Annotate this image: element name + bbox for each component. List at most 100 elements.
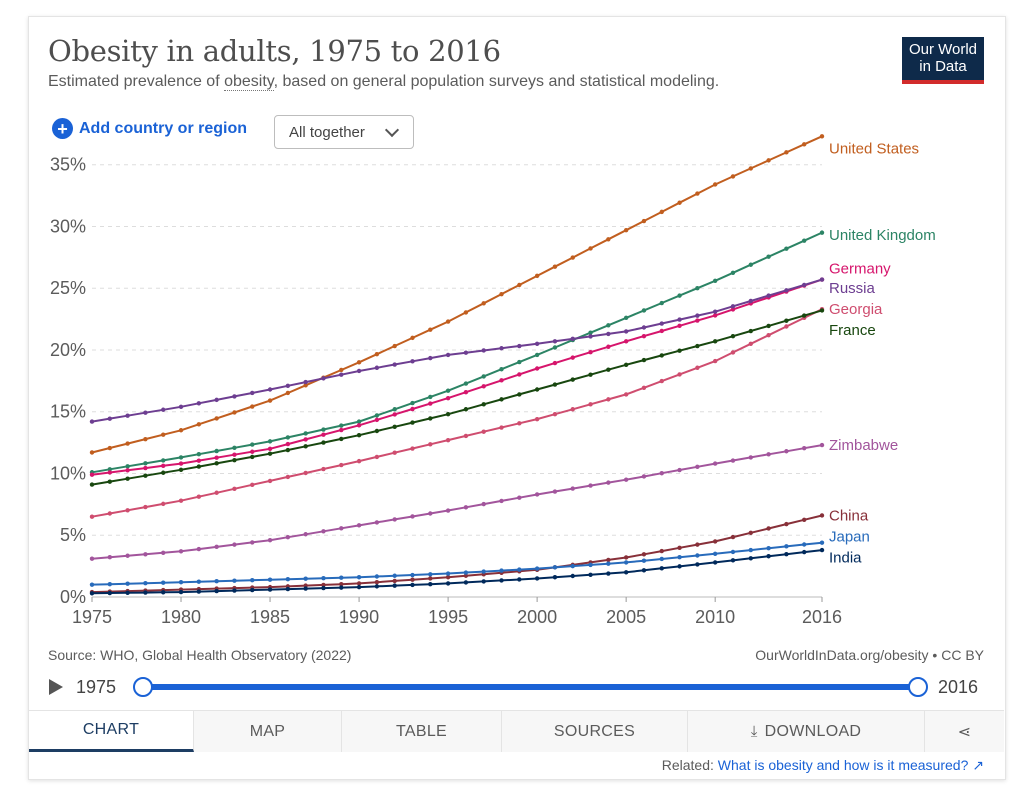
data-point-japan: [250, 578, 255, 583]
y-tick-label: 25%: [50, 278, 86, 298]
data-point-united-kingdom: [784, 246, 789, 251]
data-point-united-states: [801, 142, 807, 147]
data-point-zimbabwe: [214, 544, 219, 550]
series-line-zimbabwe: [91, 444, 823, 560]
data-point-united-states: [552, 264, 558, 269]
series-line-france: [91, 309, 823, 486]
data-point-germany: [588, 349, 593, 355]
data-point-china: [659, 548, 664, 554]
play-icon[interactable]: [49, 679, 63, 695]
data-point-france: [303, 444, 308, 449]
data-point-japan: [161, 580, 166, 585]
chart-frame: [28, 16, 1006, 780]
data-point-india: [641, 568, 647, 573]
data-point-georgia: [232, 486, 237, 492]
data-point-japan: [107, 581, 113, 587]
data-point-georgia: [659, 378, 664, 384]
share-button[interactable]: ⋖: [925, 711, 1004, 752]
data-point-france: [552, 382, 558, 387]
tab-download[interactable]: ⤓ DOWNLOAD: [688, 711, 925, 752]
tab-chart[interactable]: CHART: [29, 711, 194, 752]
data-point-russia: [534, 341, 540, 346]
timeline-start-handle[interactable]: [133, 677, 153, 697]
data-point-japan: [232, 578, 237, 583]
data-point-zimbabwe: [784, 449, 789, 454]
owid-logo[interactable]: Our World in Data: [902, 37, 984, 84]
data-point-japan: [730, 549, 736, 555]
data-point-japan: [428, 572, 433, 577]
data-point-france: [570, 377, 575, 382]
data-point-united-states: [677, 200, 682, 205]
data-point-georgia: [481, 429, 486, 434]
data-point-japan: [374, 574, 380, 579]
data-point-united-states: [143, 436, 148, 442]
data-point-united-kingdom: [606, 323, 611, 328]
data-point-japan: [143, 580, 148, 586]
data-point-china: [784, 521, 789, 527]
data-point-united-kingdom: [552, 345, 558, 350]
data-point-russia: [285, 383, 291, 388]
facet-select[interactable]: All together: [274, 115, 414, 149]
data-point-russia: [819, 277, 825, 282]
data-point-russia: [606, 331, 611, 337]
data-point-russia: [125, 413, 130, 418]
data-point-germany: [196, 458, 202, 463]
data-point-france: [107, 479, 113, 484]
data-point-zimbabwe: [107, 555, 113, 560]
tab-table[interactable]: TABLE: [342, 711, 502, 752]
data-point-france: [374, 428, 380, 434]
data-point-japan: [712, 551, 718, 556]
data-point-japan: [125, 581, 130, 586]
data-point-united-kingdom: [534, 352, 540, 358]
data-point-united-states: [463, 310, 469, 315]
data-point-georgia: [125, 508, 130, 513]
data-point-germany: [534, 366, 540, 371]
data-point-germany: [481, 384, 486, 389]
data-point-china: [339, 581, 344, 587]
data-point-japan: [801, 542, 807, 547]
data-point-france: [766, 323, 771, 329]
data-point-russia: [712, 309, 718, 314]
data-point-zimbabwe: [125, 553, 130, 558]
page-title: Obesity in adults, 1975 to 2016: [48, 34, 501, 68]
x-axis: 1975 1980 1985 1990 1995 2000 2005 2010 2016: [72, 597, 842, 627]
data-point-india: [784, 551, 789, 557]
data-point-zimbabwe: [303, 532, 308, 537]
data-point-germany: [321, 432, 326, 437]
data-point-india: [410, 582, 415, 588]
data-point-germany: [161, 463, 166, 469]
data-point-zimbabwe: [89, 556, 95, 561]
data-point-japan: [534, 566, 540, 571]
related-link[interactable]: What is obesity and how is it measured?: [717, 757, 969, 773]
tab-sources[interactable]: SOURCES: [502, 711, 688, 752]
data-point-zimbabwe: [463, 505, 469, 510]
data-point-india: [570, 573, 575, 579]
tab-map[interactable]: MAP: [194, 711, 342, 752]
data-point-united-states: [214, 416, 219, 421]
data-point-russia: [267, 387, 273, 392]
data-point-france: [125, 476, 130, 481]
data-point-georgia: [250, 482, 255, 488]
data-point-germany: [623, 339, 629, 344]
data-point-china: [819, 513, 825, 518]
data-point-united-kingdom: [659, 300, 664, 306]
data-point-united-states: [303, 383, 308, 388]
data-point-united-states: [339, 367, 344, 373]
data-point-georgia: [641, 385, 647, 390]
data-point-zimbabwe: [801, 445, 807, 451]
data-point-germany: [89, 472, 95, 477]
data-point-united-kingdom: [623, 315, 629, 321]
data-point-france: [356, 432, 362, 438]
data-point-zimbabwe: [623, 477, 629, 482]
timeline-track[interactable]: [142, 684, 918, 690]
data-point-india: [819, 547, 825, 553]
license-link[interactable]: OurWorldInData.org/obesity • CC BY: [755, 647, 984, 663]
add-country-button[interactable]: + Add country or region: [52, 118, 247, 139]
obesity-term-link[interactable]: obesity: [224, 73, 274, 91]
data-point-china: [730, 534, 736, 540]
data-point-france: [801, 313, 807, 318]
share-icon: ⋖: [957, 723, 972, 741]
data-point-russia: [89, 419, 95, 424]
data-point-germany: [107, 470, 113, 475]
timeline-end-handle[interactable]: [908, 677, 928, 697]
